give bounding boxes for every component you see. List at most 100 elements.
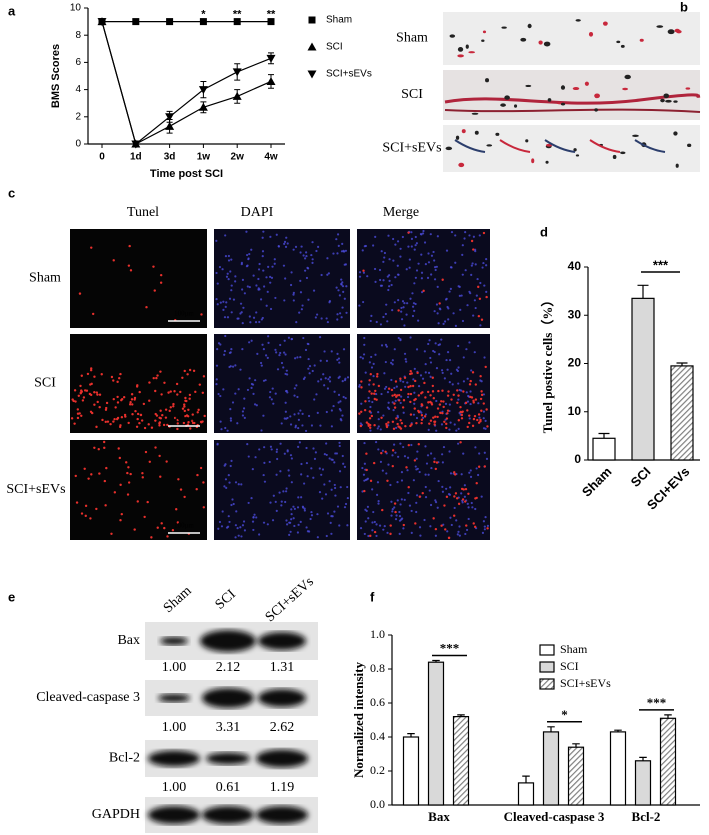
nucleus [374, 280, 377, 283]
apoptotic-cell [166, 535, 169, 538]
nucleus [393, 301, 396, 304]
nucleus [304, 348, 308, 352]
apoptotic-cell [365, 468, 368, 472]
nucleus [363, 462, 366, 465]
apoptotic-cell [445, 426, 448, 430]
nucleus [263, 461, 266, 464]
nucleus [449, 421, 452, 424]
nucleus [265, 276, 268, 279]
apoptotic-cell [120, 416, 124, 419]
nucleus [385, 345, 388, 348]
nucleus [263, 480, 267, 483]
nucleus [286, 391, 289, 394]
apoptotic-cell [480, 318, 484, 321]
apoptotic-cell [96, 400, 99, 404]
paw-print [572, 86, 580, 91]
apoptotic-cell [434, 467, 438, 471]
apoptotic-cell [399, 388, 403, 392]
apoptotic-cell [430, 403, 434, 406]
nucleus [271, 387, 274, 390]
apoptotic-cell [466, 409, 469, 412]
nucleus [222, 388, 225, 391]
nucleus [428, 339, 431, 342]
nucleus [429, 375, 432, 378]
lane-label: SCI [213, 587, 239, 613]
apoptotic-cell [479, 397, 483, 401]
apoptotic-cell [360, 380, 363, 383]
nucleus [393, 506, 396, 509]
nucleus [224, 334, 227, 338]
apoptotic-cell [438, 403, 442, 406]
apoptotic-cell [166, 423, 169, 427]
apoptotic-cell [421, 491, 424, 495]
apoptotic-cell [375, 375, 379, 378]
nucleus [280, 361, 284, 365]
nucleus [424, 485, 427, 489]
panel-label: e [8, 589, 15, 604]
apoptotic-cell [192, 369, 196, 373]
nucleus [240, 483, 243, 486]
apoptotic-cell [389, 524, 392, 527]
apoptotic-cell [156, 526, 159, 529]
nucleus [391, 309, 394, 312]
nucleus [236, 527, 239, 530]
apoptotic-cell [93, 375, 96, 378]
nucleus [388, 285, 391, 288]
nucleus [222, 308, 225, 311]
nucleus [399, 401, 402, 405]
nucleus [346, 496, 349, 500]
nucleus [414, 276, 417, 279]
nucleus [429, 233, 432, 236]
nucleus [228, 297, 232, 300]
apoptotic-cell [417, 394, 421, 397]
nucleus [288, 474, 291, 477]
apoptotic-cell [82, 396, 86, 399]
nucleus [258, 288, 261, 291]
nucleus [385, 472, 388, 475]
nucleus [361, 357, 365, 360]
nucleus [358, 304, 361, 307]
apoptotic-cell [175, 508, 178, 511]
apoptotic-cell [91, 411, 94, 415]
protein-label: Bcl-2 [109, 751, 140, 766]
apoptotic-cell [171, 528, 175, 532]
apoptotic-cell [126, 493, 130, 496]
nucleus [325, 453, 328, 457]
nucleus [328, 457, 331, 460]
nucleus [410, 509, 413, 513]
nucleus [261, 343, 264, 346]
apoptotic-cell [409, 384, 412, 388]
apoptotic-cell [186, 373, 189, 376]
nucleus [318, 336, 322, 339]
apoptotic-cell [182, 421, 186, 425]
nucleus [476, 277, 479, 281]
nucleus [411, 305, 415, 308]
apoptotic-cell [404, 424, 407, 428]
nucleus [480, 380, 483, 383]
nucleus [471, 506, 474, 509]
apoptotic-cell [93, 403, 96, 406]
apoptotic-cell [89, 383, 92, 386]
nucleus [241, 288, 244, 291]
apoptotic-cell [433, 423, 436, 426]
nucleus [256, 352, 259, 355]
blot-band [160, 637, 188, 645]
apoptotic-cell [369, 426, 372, 429]
y-tick-label: 1.0 [370, 627, 385, 641]
nucleus [315, 249, 318, 253]
significance: ** [267, 9, 276, 21]
nucleus [413, 391, 416, 394]
nucleus [283, 242, 286, 245]
apoptotic-cell [186, 415, 190, 418]
nucleus [300, 462, 303, 466]
x-tick-label: Bcl-2 [632, 809, 661, 824]
nucleus [460, 492, 463, 495]
nucleus [227, 254, 230, 258]
apoptotic-cell [442, 405, 445, 409]
nucleus [415, 242, 418, 245]
apoptotic-cell [360, 386, 363, 389]
nucleus [413, 367, 416, 370]
nucleus [340, 278, 343, 281]
apoptotic-cell [397, 309, 400, 312]
nucleus [401, 300, 405, 303]
